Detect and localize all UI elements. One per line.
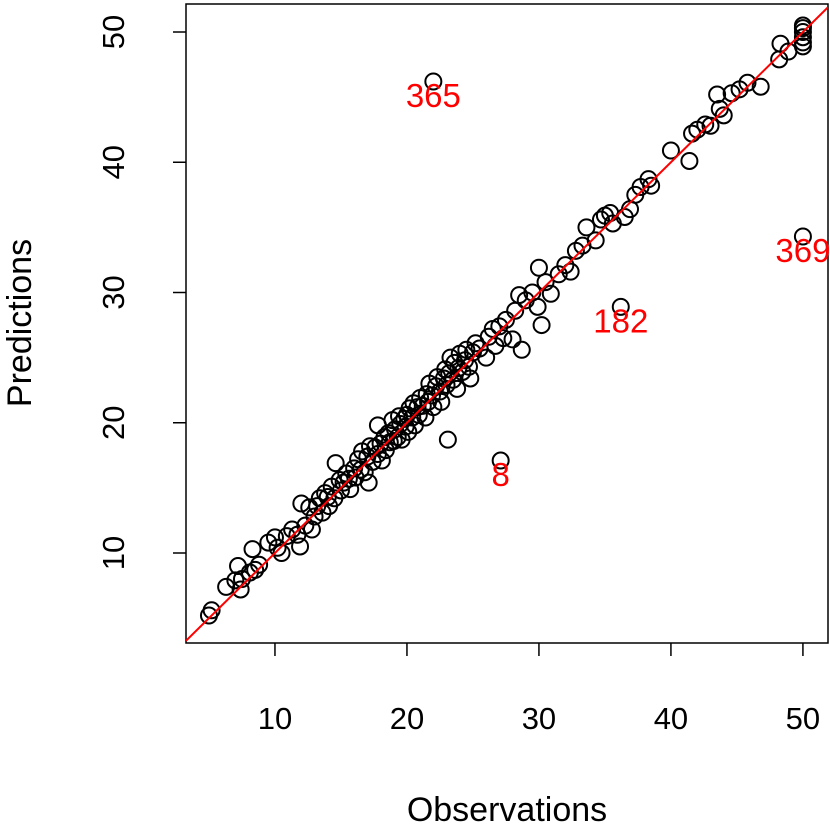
x-tick-label: 40 bbox=[654, 701, 688, 736]
point bbox=[714, 106, 733, 125]
y-tick-label: 20 bbox=[96, 406, 131, 440]
point bbox=[642, 176, 661, 195]
point bbox=[751, 77, 770, 96]
y-tick-label: 10 bbox=[96, 536, 131, 570]
point bbox=[334, 473, 353, 492]
point bbox=[701, 116, 720, 135]
point bbox=[532, 316, 551, 335]
point bbox=[291, 537, 310, 556]
point bbox=[413, 396, 432, 415]
labeled-point bbox=[424, 72, 443, 91]
point bbox=[372, 451, 391, 470]
labeled-point bbox=[793, 227, 812, 246]
labeled-point bbox=[611, 297, 630, 316]
plot-frame bbox=[185, 3, 829, 644]
point bbox=[400, 399, 419, 418]
point bbox=[461, 369, 480, 388]
point bbox=[326, 454, 345, 473]
y-axis-label: Predictions bbox=[1, 239, 39, 407]
point bbox=[432, 392, 451, 411]
point bbox=[226, 571, 245, 590]
point bbox=[708, 85, 727, 104]
point-label: 369 bbox=[775, 232, 830, 269]
x-tick-label: 50 bbox=[786, 701, 820, 736]
point bbox=[586, 231, 605, 250]
point-label: 182 bbox=[593, 303, 648, 340]
point bbox=[250, 555, 269, 574]
point bbox=[202, 601, 221, 620]
point bbox=[231, 580, 250, 599]
point bbox=[529, 258, 548, 277]
reference-line bbox=[186, 6, 828, 642]
x-tick-label: 30 bbox=[522, 701, 556, 736]
point bbox=[217, 577, 236, 596]
point bbox=[536, 273, 555, 292]
point bbox=[339, 469, 358, 488]
point bbox=[355, 463, 374, 482]
point bbox=[341, 480, 360, 499]
point bbox=[793, 37, 812, 56]
point bbox=[490, 317, 509, 336]
labeled-point bbox=[491, 451, 510, 470]
point bbox=[561, 262, 580, 281]
point bbox=[512, 340, 531, 359]
plot-area bbox=[186, 6, 828, 642]
point bbox=[384, 431, 403, 450]
point bbox=[591, 210, 610, 229]
point bbox=[243, 540, 262, 559]
point bbox=[577, 218, 596, 237]
point bbox=[528, 297, 547, 316]
point bbox=[738, 73, 757, 92]
point bbox=[246, 560, 265, 579]
point-label: 8 bbox=[491, 456, 509, 493]
point bbox=[477, 348, 496, 367]
point bbox=[496, 310, 515, 329]
point bbox=[541, 284, 560, 303]
x-tick-label: 10 bbox=[258, 701, 292, 736]
y-tick-label: 40 bbox=[96, 145, 131, 179]
point bbox=[430, 382, 449, 401]
point bbox=[359, 473, 378, 492]
x-axis-label: Observations bbox=[407, 791, 607, 829]
x-tick-label: 20 bbox=[390, 701, 424, 736]
point bbox=[302, 520, 321, 539]
point-label: 365 bbox=[406, 77, 461, 114]
point bbox=[268, 538, 287, 557]
point bbox=[448, 379, 467, 398]
point bbox=[265, 528, 284, 547]
point bbox=[680, 151, 699, 170]
point bbox=[494, 329, 513, 348]
point bbox=[549, 265, 568, 284]
y-tick-label: 30 bbox=[96, 275, 131, 309]
point bbox=[503, 330, 522, 349]
point bbox=[438, 430, 457, 449]
point bbox=[661, 141, 680, 160]
y-tick-label: 50 bbox=[96, 15, 131, 49]
point bbox=[793, 28, 812, 47]
